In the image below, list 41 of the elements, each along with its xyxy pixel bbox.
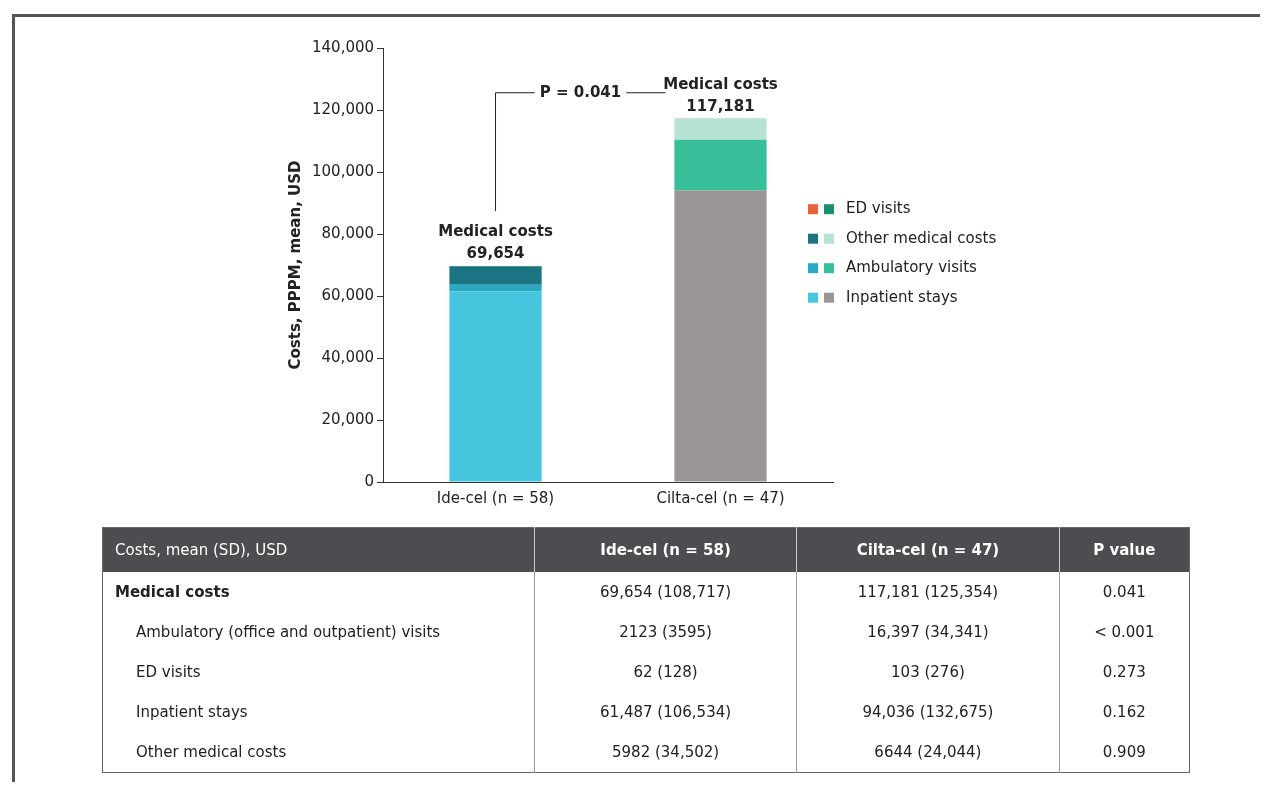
category-label: ED visits [136, 662, 201, 681]
legend-label: Inpatient stays [846, 287, 958, 306]
total-label: 117,181 [686, 96, 755, 115]
legend-label: Other medical costs [846, 228, 997, 247]
y-tick-label: 140,000 [312, 37, 375, 56]
y-axis-title: Costs, PPPM, mean, USD [285, 160, 304, 370]
y-tick-label: 80,000 [321, 223, 375, 242]
y-tick-label: 100,000 [312, 161, 375, 180]
text: 62 (128) [633, 662, 698, 681]
category-label: Other medical costs [136, 742, 287, 761]
text: 0.273 [1102, 662, 1146, 681]
text: 0.909 [1102, 742, 1146, 761]
text: 61,487 (106,534) [600, 702, 732, 721]
text: 117,181 (125,354) [857, 582, 999, 601]
annotation: Medical costs [438, 222, 553, 241]
text: 0.041 [1102, 582, 1146, 601]
category-label: Ambulatory (office and outpatient) visits [136, 622, 441, 641]
annotation: P = 0.041 [539, 82, 622, 101]
text: 69,654 (108,717) [600, 582, 732, 601]
legend-label: ED visits [846, 199, 911, 218]
legend-label: Ambulatory visits [846, 258, 978, 277]
text: 2123 (3595) [619, 622, 712, 641]
y-tick-label: 60,000 [321, 285, 375, 304]
category-label: Inpatient stays [136, 702, 248, 721]
text: < 0.001 [1094, 622, 1155, 641]
category-label: Cilta-cel (n = 47) [796, 527, 1060, 572]
category-label: Ide-cel (n = 58) [534, 527, 797, 572]
annotation: Medical costs [663, 74, 778, 93]
text: 0.162 [1102, 702, 1146, 721]
text: 16,397 (34,341) [867, 622, 989, 641]
text: Medical costs [115, 582, 230, 601]
text: 6644 (24,044) [874, 742, 982, 761]
total-label: 69,654 [466, 244, 525, 263]
category-label: P value [1059, 527, 1190, 572]
y-tick-label: 40,000 [321, 347, 375, 366]
text: 94,036 (132,675) [862, 702, 994, 721]
y-tick-label: 120,000 [312, 99, 375, 118]
text: 5982 (34,502) [612, 742, 720, 761]
y-tick-label: 20,000 [321, 409, 375, 428]
text: 103 (276) [891, 662, 965, 681]
y-tick-label: 0 [364, 471, 375, 490]
